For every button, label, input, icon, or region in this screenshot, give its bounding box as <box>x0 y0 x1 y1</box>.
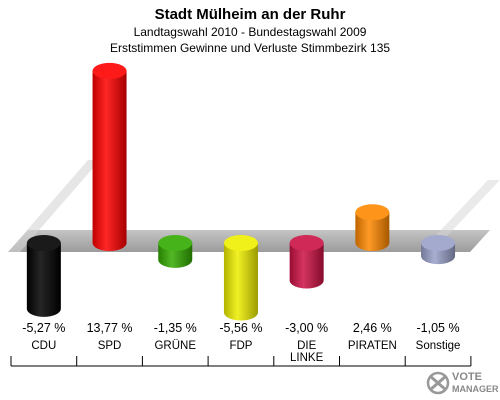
vote-manager-logo: VOTE MANAGER <box>426 371 499 395</box>
bars-group <box>26 62 456 321</box>
bar-cap-spd <box>92 62 127 79</box>
bar-fdp <box>223 243 258 321</box>
value-label-die-linke: -3,00 % <box>285 321 328 335</box>
value-label-fdp: -5,56 % <box>219 321 262 335</box>
floor-plane-left-fin <box>8 160 100 252</box>
value-labels-group: -5,27 % 13,77 % -1,35 % -5,56 % -3,00 % 2,46 … <box>22 321 459 335</box>
category-label-sonstige: Sonstige <box>416 340 461 352</box>
chart-subtitle-1: Landtagswahl 2010 - Bundestagswahl 2009 <box>134 25 367 39</box>
category-label-die-linke-2: LINKE <box>290 352 324 364</box>
bar-cdu <box>26 243 61 317</box>
value-label-sonstige: -1,05 % <box>417 321 460 335</box>
bar-cap-cdu <box>26 235 61 251</box>
category-label-cdu: CDU <box>31 340 56 352</box>
floor-plane-right-fin <box>420 180 500 252</box>
value-label-cdu: -5,27 % <box>22 321 65 335</box>
bar-piraten <box>355 212 390 251</box>
bar-spd <box>92 70 127 251</box>
value-label-piraten: 2,46 % <box>353 321 392 335</box>
bar-cap-fdp <box>223 235 258 251</box>
value-label-grüne: -1,35 % <box>154 321 197 335</box>
value-label-spd: 13,77 % <box>87 321 133 335</box>
category-label-die-linke-1: DIE <box>297 340 317 352</box>
svg-text:MANAGER: MANAGER <box>452 384 499 394</box>
bar-cap-die-linke <box>289 235 324 251</box>
bar-cap-sonstige <box>421 235 456 251</box>
bar-cap-grüne <box>158 235 193 251</box>
chart-title: Stadt Mülheim an der Ruhr <box>155 6 346 23</box>
bar-cap-piraten <box>355 204 390 221</box>
category-label-fdp: FDP <box>229 340 252 352</box>
chart-subtitle-2: Erststimmen Gewinne und Verluste Stimmbe… <box>110 41 390 55</box>
category-label-spd: SPD <box>98 340 122 352</box>
category-label-grüne: GRÜNE <box>154 340 196 352</box>
bar-die-linke <box>289 243 324 289</box>
category-label-piraten: PIRATEN <box>348 340 397 352</box>
svg-text:VOTE: VOTE <box>452 371 482 383</box>
